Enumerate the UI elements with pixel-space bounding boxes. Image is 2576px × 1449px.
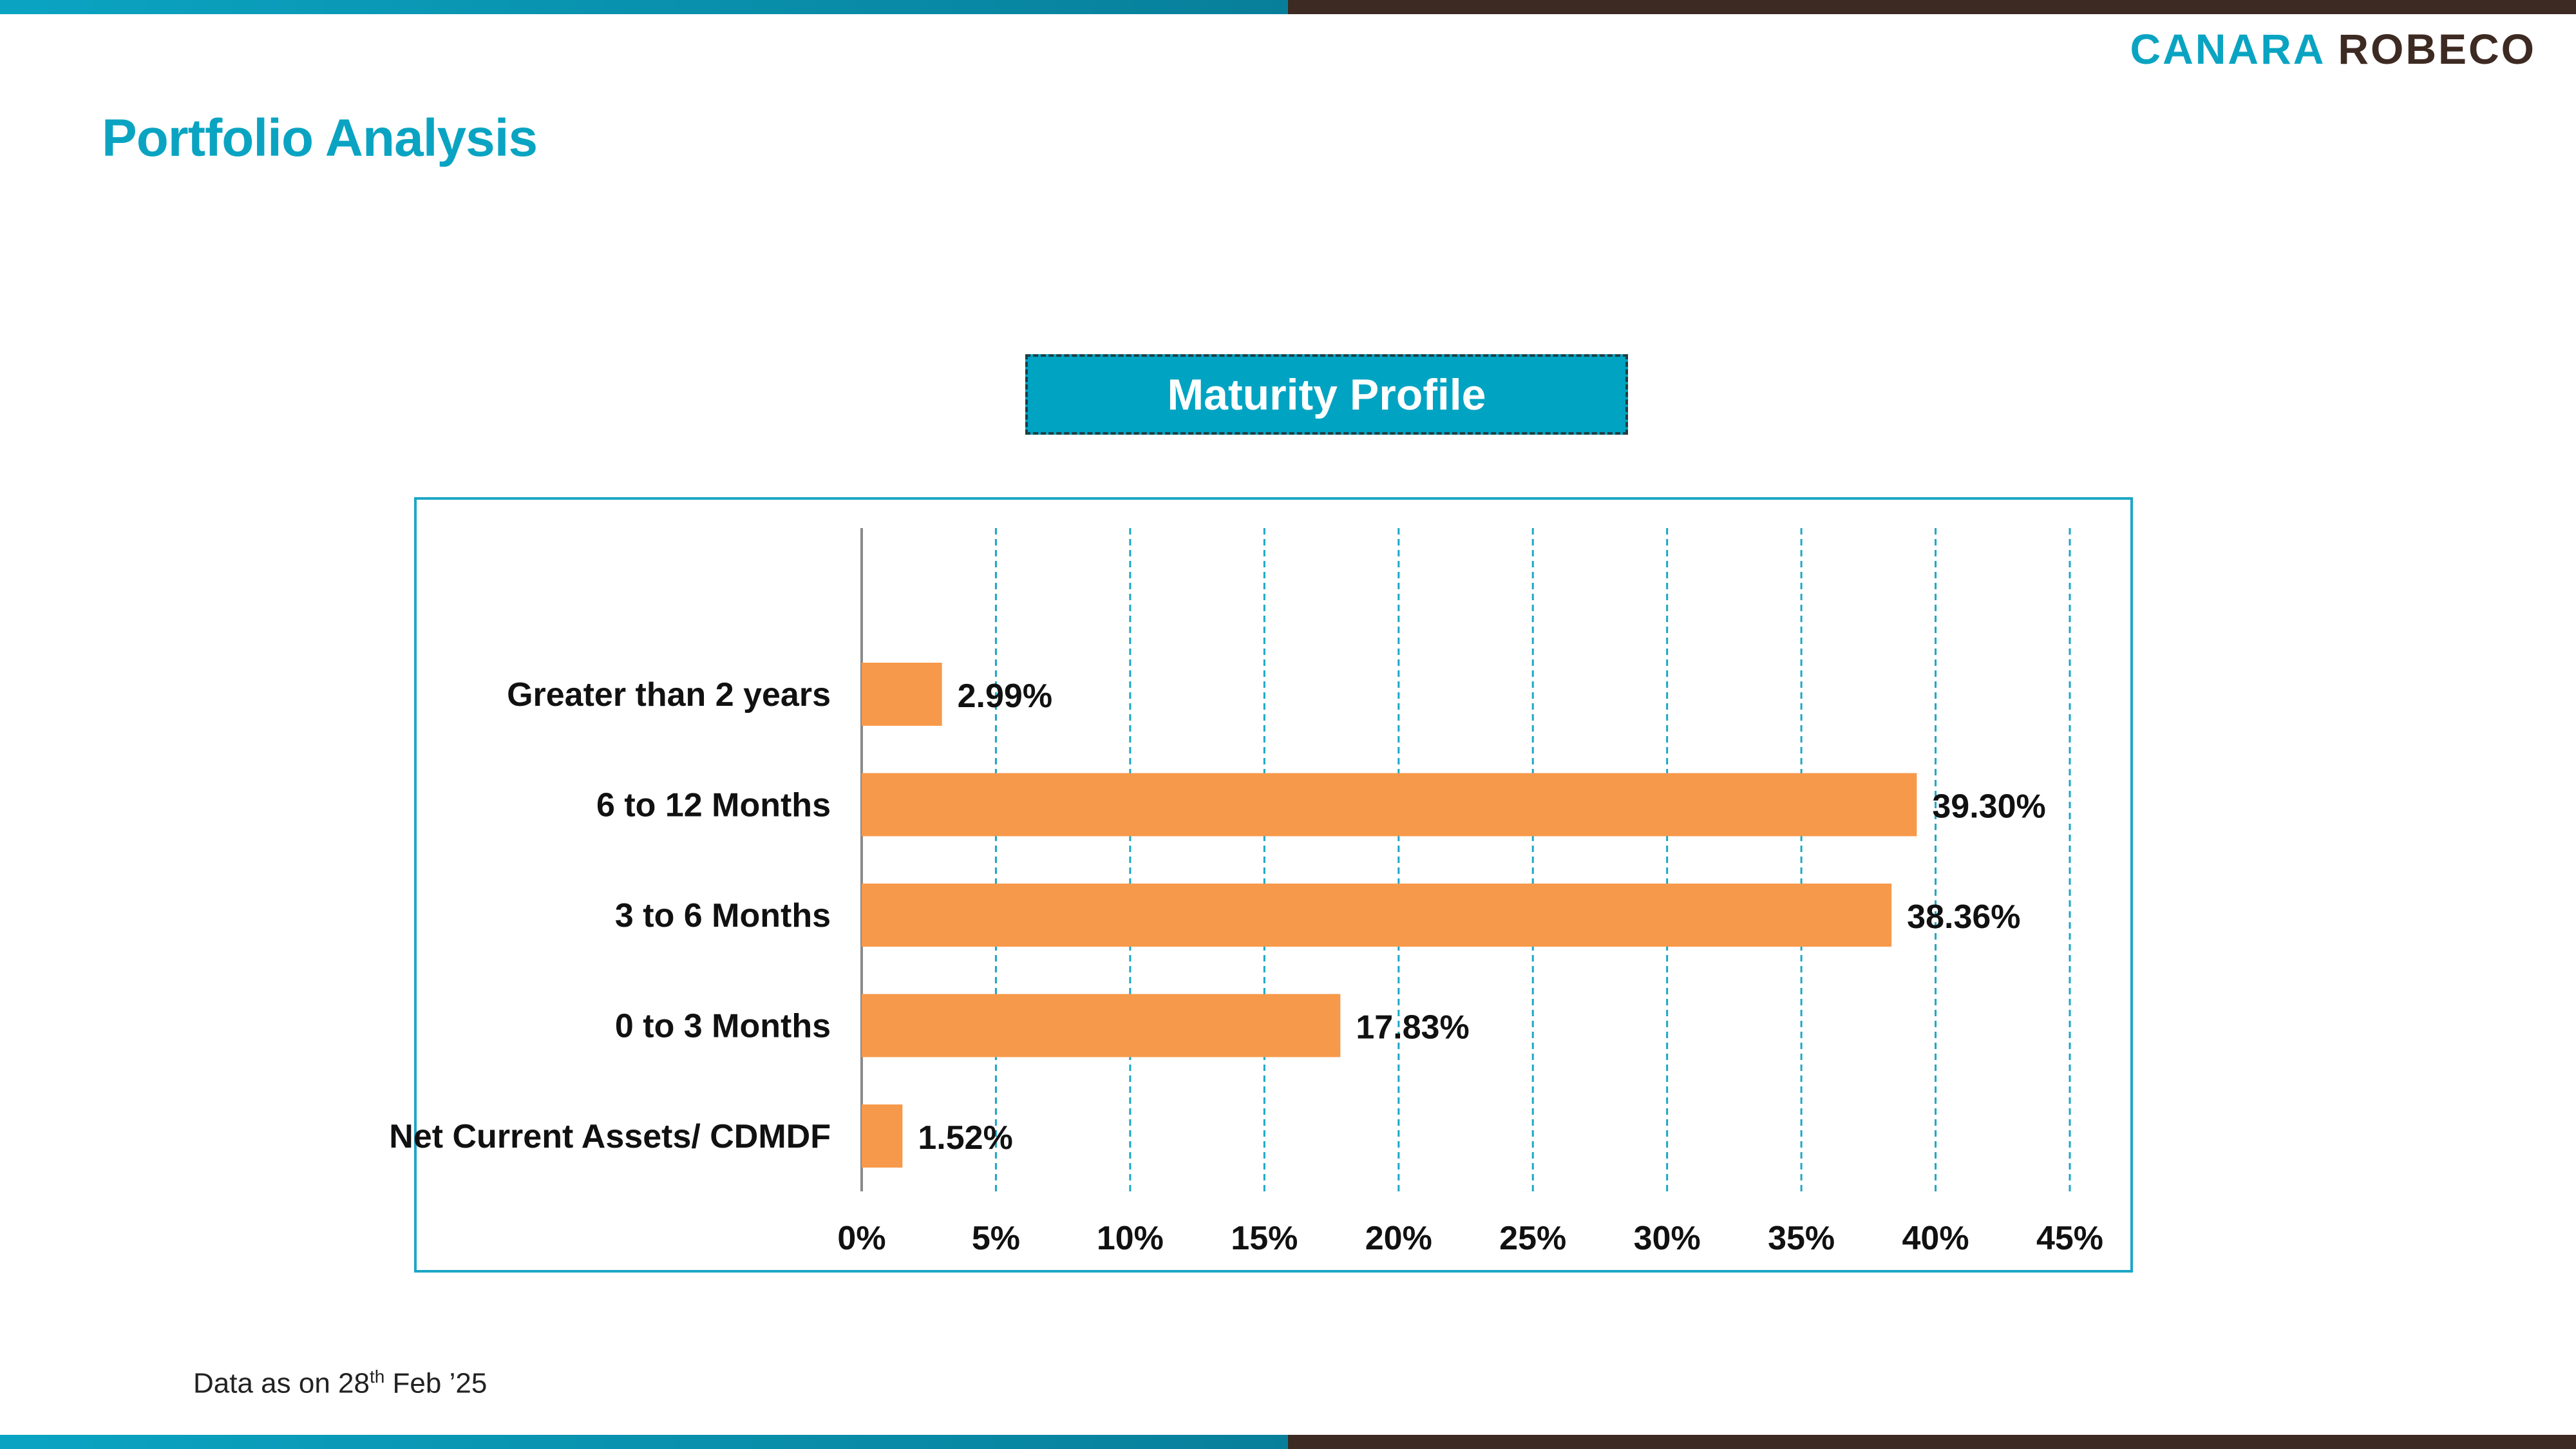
bar-0: [862, 663, 942, 726]
logo-part-robeco: ROBECO: [2338, 25, 2536, 73]
footnote-superscript: th: [369, 1367, 385, 1387]
category-label-0: Greater than 2 years: [507, 676, 831, 714]
category-label-1: 6 to 12 Months: [596, 787, 831, 824]
footnote-suffix: Feb ’25: [384, 1367, 488, 1399]
data-label-1: 39.30%: [1932, 788, 2045, 826]
data-date-footnote: Data as on 28th Feb ’25: [193, 1367, 487, 1400]
x-tick-label-40: 40%: [1902, 1220, 1969, 1257]
bar-4: [862, 1104, 903, 1168]
data-label-4: 1.52%: [918, 1119, 1012, 1157]
top-accent-bar-brown: [1288, 0, 2576, 14]
top-accent-bar: [0, 0, 2576, 14]
brand-logo: CANARA ROBECO: [2130, 24, 2536, 73]
x-tick-label-25: 25%: [1499, 1220, 1566, 1257]
bottom-accent-bar-brown: [1288, 1435, 2576, 1449]
data-label-2: 38.36%: [1907, 898, 2020, 936]
x-tick-label-20: 20%: [1365, 1220, 1432, 1257]
x-tick-label-35: 35%: [1768, 1220, 1835, 1257]
bottom-accent-bar: [0, 1435, 2576, 1449]
chart-title: Maturity Profile: [1167, 370, 1486, 419]
x-tick-label-5: 5%: [972, 1220, 1020, 1257]
logo-part-canara: CANARA: [2130, 25, 2324, 73]
page-title: Portfolio Analysis: [102, 109, 538, 167]
x-tick-label-30: 30%: [1634, 1220, 1701, 1257]
top-accent-bar-teal: [0, 0, 1288, 14]
category-label-4: Net Current Assets/ CDMDF: [389, 1118, 831, 1155]
x-tick-label-45: 45%: [2036, 1220, 2103, 1257]
x-tick-label-15: 15%: [1231, 1220, 1298, 1257]
bar-3: [862, 994, 1341, 1057]
category-label-2: 3 to 6 Months: [615, 897, 831, 934]
data-label-3: 17.83%: [1356, 1009, 1469, 1046]
category-label-3: 0 to 3 Months: [615, 1008, 831, 1045]
bottom-accent-bar-teal: [0, 1435, 1288, 1449]
x-tick-label-10: 10%: [1097, 1220, 1164, 1257]
bar-1: [862, 773, 1917, 837]
x-tick-label-0: 0%: [837, 1220, 886, 1257]
footnote-prefix: Data as on 28: [193, 1367, 370, 1399]
data-label-0: 2.99%: [958, 677, 1052, 715]
chart-title-box: Maturity Profile: [1025, 354, 1628, 435]
bar-2: [862, 884, 1892, 947]
